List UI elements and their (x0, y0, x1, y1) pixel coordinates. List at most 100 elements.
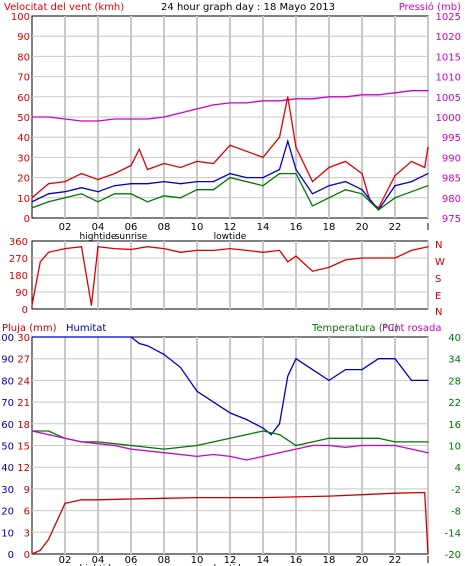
panel-rain-humidity-temp: Pluja (mm) Humitat Temperatura (°C) Punt… (0, 323, 461, 566)
rain-series-2-point-8 (196, 444, 198, 447)
rain-series-3-point-1 (47, 434, 50, 436)
rain-series-0-point-20 (361, 368, 363, 371)
rain-series-3-point-0 (31, 430, 33, 432)
wind-x-tick-10: 22 (389, 222, 402, 233)
wind-x-tick-8: 18 (323, 222, 336, 233)
wind-series-2-point-8 (163, 181, 165, 183)
wind-annotation-1: sunrise (115, 232, 148, 242)
temperature-y-tick-9: 34 (448, 355, 461, 366)
humidity-y-tick-4: 40 (1, 463, 14, 474)
wind-series-1-point-21 (344, 160, 347, 163)
rain-x-tick-11: I (427, 555, 430, 566)
wind-series-0-point-7 (146, 118, 149, 120)
temperature-y-tick-3: -2 (451, 485, 461, 496)
pressure-y-tick-6: 1005 (436, 93, 461, 104)
humidity-y-tick-6: 60 (1, 420, 14, 431)
wind-series-0-point-1 (47, 116, 50, 118)
direction-series-0-point-20 (311, 270, 314, 272)
pressure-y-tick-10: 1025 (436, 12, 461, 23)
wind-series-0-point-17 (311, 98, 314, 100)
wind-x-tick-3: 08 (158, 222, 171, 233)
wind-series-2-point-20 (344, 181, 347, 183)
compass-label-s: S (435, 274, 441, 285)
wind-series-2-point-25 (427, 172, 429, 175)
rain-series-2-point-13 (278, 434, 281, 436)
direction-series-0-point-7 (113, 247, 116, 250)
wind-series-0-point-16 (295, 98, 297, 100)
wind-series-3-point-24 (427, 185, 429, 187)
direction-series-0-point-9 (146, 246, 149, 248)
wind-series-0-point-24 (427, 90, 429, 92)
compass-label-e: E (435, 291, 441, 302)
rain-series-2-point-7 (163, 448, 165, 450)
wind-x-tick-0: 02 (59, 222, 72, 233)
wind-y-tick-9: 90 (17, 32, 30, 43)
wind-y-tick-2: 20 (17, 174, 30, 185)
rain-series-2-point-10 (229, 437, 231, 439)
wind-series-0-point-9 (179, 112, 182, 114)
wind-series-3-point-14 (262, 185, 264, 187)
rain-series-0-point-6 (163, 353, 165, 355)
wind-series-1-point-4 (97, 179, 99, 181)
rain-x-tick-6: 14 (257, 555, 270, 566)
wind-series-3-point-4 (97, 201, 99, 203)
direction-series-0-point-15 (245, 249, 248, 252)
wind-series-2-point-9 (179, 183, 182, 185)
wind-series-1-point-1 (47, 183, 50, 185)
wind-series-2-point-2 (64, 191, 66, 193)
wind-series-1-point-0 (31, 197, 33, 199)
rain-humidity-y-axis: 0102030405060708090100036912151821242730 (0, 333, 30, 561)
rain-x-tick-4: 10 (191, 555, 204, 566)
wind-series-3-point-9 (179, 197, 182, 199)
direction-series-0-point-10 (163, 247, 165, 250)
wind-series-1-point-18 (295, 146, 297, 148)
wind-y-tick-7: 70 (17, 73, 30, 84)
rain-x-tick-9: 20 (356, 555, 369, 566)
compass-label-n-bottom: N (435, 307, 442, 318)
wind-x-tick-6: 14 (257, 222, 270, 233)
wind-grid (32, 16, 429, 218)
pressure-y-tick-4: 995 (442, 133, 461, 144)
rain-series-0-point-15 (287, 375, 289, 377)
wind-series-0-point-11 (212, 104, 215, 106)
wind-series-2-point-7 (146, 183, 149, 185)
wind-series-2-point-10 (196, 181, 198, 183)
direction-series-0-point-6 (97, 246, 99, 248)
rain-series-1-point-15 (424, 491, 426, 494)
direction-series-0-point-0 (31, 304, 33, 306)
rain-series-2-point-15 (311, 441, 314, 443)
humidity-y-tick-7: 70 (1, 398, 14, 409)
rain-series-3-point-8 (196, 455, 198, 457)
rain-x-tick-10: 22 (389, 555, 402, 566)
rain-series-1-point-5 (97, 499, 99, 501)
wind-series-3-point-19 (344, 189, 347, 191)
direction-y-tick-0: 0 (22, 305, 28, 316)
direction-series-0-point-17 (278, 249, 281, 252)
wind-series-0-point-8 (163, 116, 165, 118)
wind-series-3-point-18 (328, 197, 330, 199)
wind-series-2-point-14 (262, 177, 264, 179)
wind-series-2-point-3 (80, 187, 83, 189)
wind-series-2-point-0 (31, 201, 33, 203)
direction-series-0-point-1 (39, 261, 41, 263)
wind-series-2-point-5 (113, 185, 116, 187)
wind-series-3-point-2 (64, 197, 66, 199)
rain-series-0-point-12 (262, 427, 264, 429)
rain-y-tick-4: 12 (17, 463, 30, 474)
rain-x-tick-7: 16 (290, 555, 303, 566)
rain-series-2-point-4 (97, 441, 99, 443)
rain-series-1-point-12 (328, 495, 330, 497)
rain-series-1-point-8 (196, 496, 198, 499)
direction-y-axis-left: 0 90 180 270 360 (9, 237, 28, 316)
direction-series-0-point-24 (377, 257, 380, 259)
rain-y-tick-0: 0 (24, 550, 30, 561)
humidity-y-tick-2: 20 (1, 507, 14, 518)
pressure-y-tick-2: 985 (442, 174, 461, 185)
wind-x-tick-7: 16 (290, 222, 303, 233)
wind-series-0-point-5 (113, 118, 116, 120)
rain-series-1-point-7 (163, 497, 165, 499)
panel-wind-pressure: Velocitat del vent (kmh) 24 hour graph d… (4, 1, 461, 242)
wind-series-3-point-13 (245, 181, 248, 183)
rain-y-tick-6: 18 (17, 420, 30, 431)
